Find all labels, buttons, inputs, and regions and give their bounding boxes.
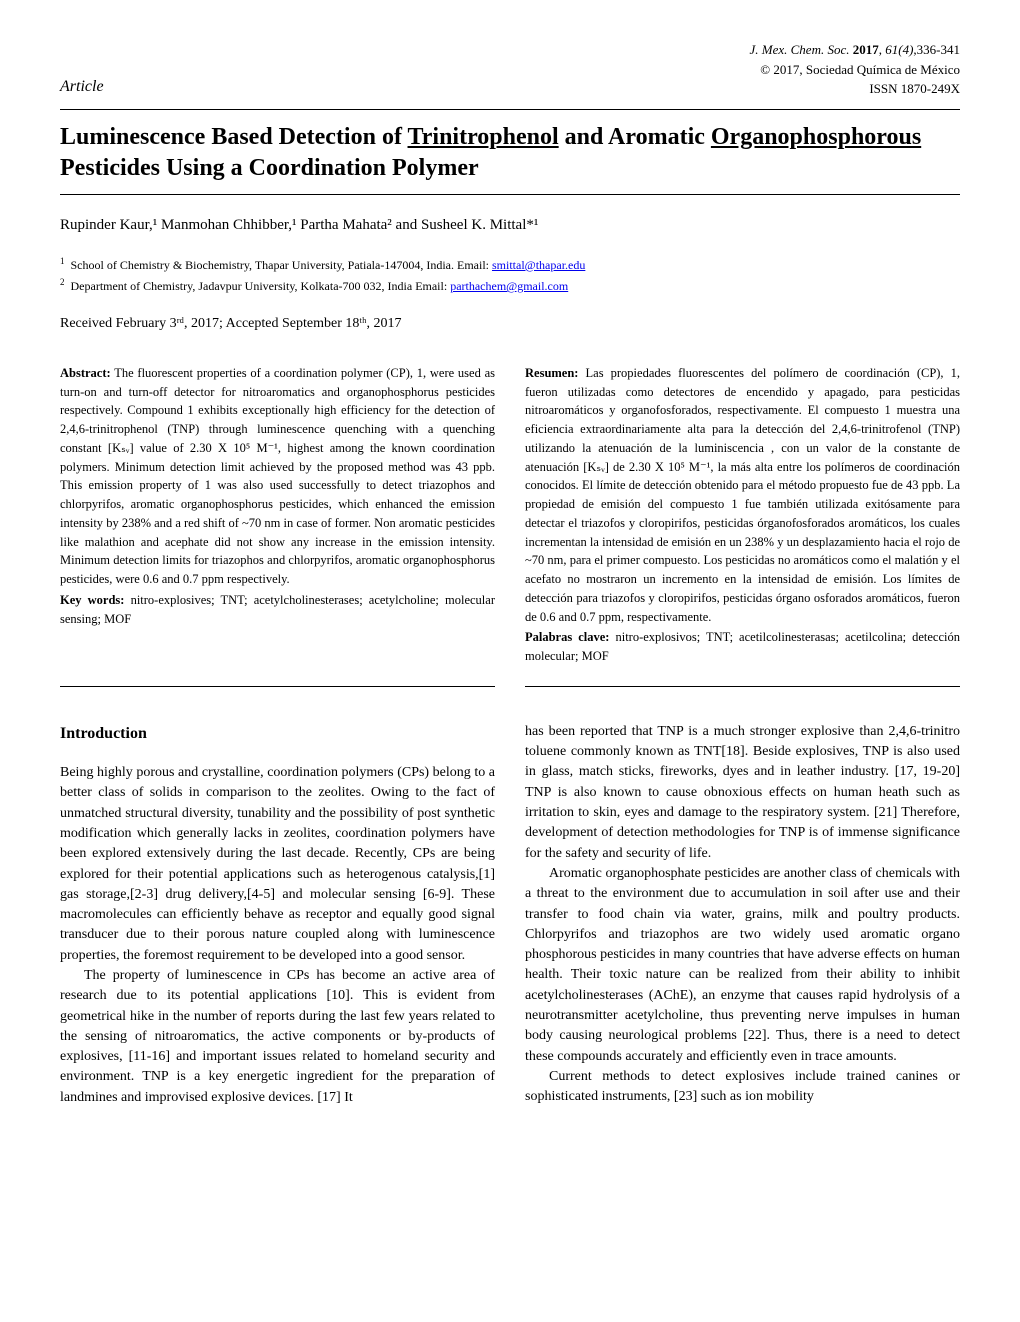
header-row: Article J. Mex. Chem. Soc. 2017, 61(4),3… — [60, 40, 960, 99]
intro-para-5: Current methods to detect explosives inc… — [525, 1067, 960, 1108]
body-right-column: has been reported that TNP is a much str… — [525, 722, 960, 1108]
email-link-1[interactable]: smittal@thapar.edu — [492, 258, 585, 272]
authors: Rupinder Kaur,¹ Manmohan Chhibber,¹ Part… — [60, 215, 960, 236]
intro-para-3: has been reported that TNP is a much str… — [525, 722, 960, 864]
journal-year: 2017 — [853, 42, 879, 57]
abstracts-row: Abstract: The fluorescent properties of … — [60, 364, 960, 666]
intro-para-2: The property of luminescence in CPs has … — [60, 966, 495, 1108]
body-columns: Introduction Being highly porous and cry… — [60, 722, 960, 1108]
abstract-english: Abstract: The fluorescent properties of … — [60, 364, 495, 666]
article-label: Article — [60, 76, 104, 98]
title-section: Luminescence Based Detection of Trinitro… — [60, 109, 960, 195]
journal-name: J. Mex. Chem. Soc. — [749, 42, 849, 57]
journal-pages: 336-341 — [917, 42, 960, 57]
intro-para-4: Aromatic organophosphate pesticides are … — [525, 864, 960, 1067]
affiliation-2: 2 Department of Chemistry, Jadavpur Univ… — [60, 275, 960, 296]
affiliations: 1 School of Chemistry & Biochemistry, Th… — [60, 254, 960, 296]
received-accepted-dates: Received February 3ʳᵈ, 2017; Accepted Se… — [60, 314, 960, 334]
divider-right — [525, 686, 960, 687]
copyright: © 2017, Sociedad Química de México — [749, 60, 960, 80]
email-link-2[interactable]: parthachem@gmail.com — [450, 279, 568, 293]
affiliation-1: 1 School of Chemistry & Biochemistry, Th… — [60, 254, 960, 275]
article-title: Luminescence Based Detection of Trinitro… — [60, 122, 960, 184]
journal-issue: 61(4) — [885, 42, 913, 57]
introduction-heading: Introduction — [60, 722, 495, 745]
intro-para-1: Being highly porous and crystalline, coo… — [60, 763, 495, 966]
divider-left — [60, 686, 495, 687]
abstract-spanish: Resumen: Las propiedades fluorescentes d… — [525, 364, 960, 666]
body-left-column: Introduction Being highly porous and cry… — [60, 722, 495, 1108]
journal-info: J. Mex. Chem. Soc. 2017, 61(4),336-341 ©… — [749, 40, 960, 99]
divider-row — [60, 686, 960, 687]
issn: ISSN 1870-249X — [749, 79, 960, 99]
